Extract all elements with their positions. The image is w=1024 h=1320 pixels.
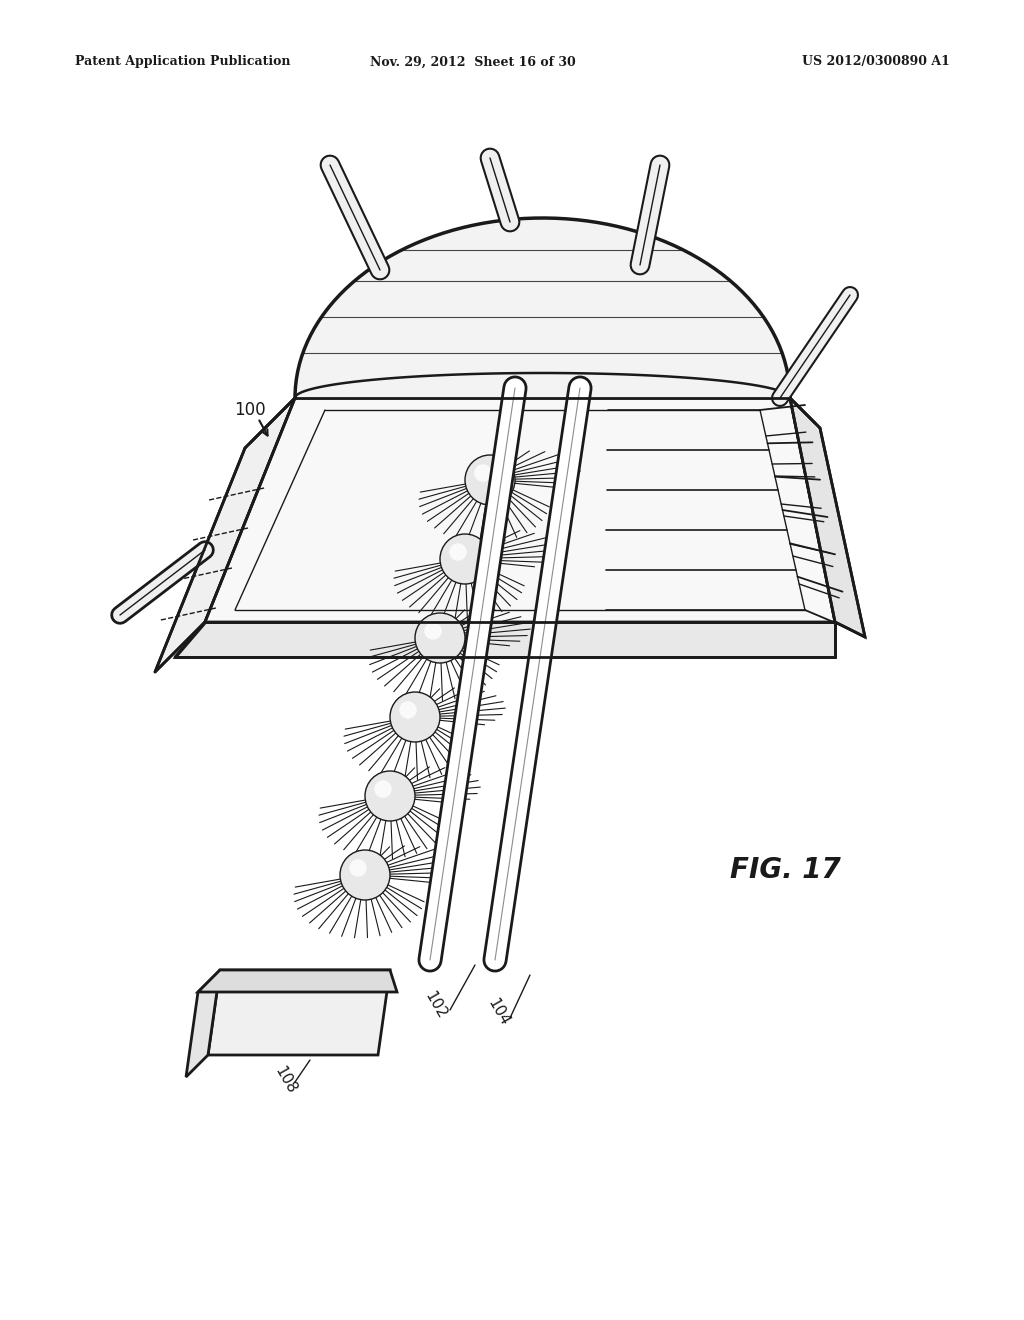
Circle shape [399,701,417,719]
Polygon shape [198,970,397,993]
Circle shape [374,780,392,797]
Text: US 2012/0300890 A1: US 2012/0300890 A1 [802,55,950,69]
Circle shape [450,544,467,561]
Circle shape [349,859,367,876]
Circle shape [424,622,441,640]
Text: 108: 108 [271,1064,299,1096]
Circle shape [440,535,490,583]
Text: 100: 100 [234,401,266,418]
Text: Nov. 29, 2012  Sheet 16 of 30: Nov. 29, 2012 Sheet 16 of 30 [370,55,575,69]
Polygon shape [790,399,865,638]
Polygon shape [208,970,390,1055]
Text: FIG. 17: FIG. 17 [730,855,841,884]
Polygon shape [186,970,220,1077]
Text: 104: 104 [484,995,512,1028]
Text: Patent Application Publication: Patent Application Publication [75,55,291,69]
Circle shape [474,465,492,482]
Circle shape [365,771,415,821]
Circle shape [390,692,440,742]
Circle shape [340,850,390,900]
Polygon shape [175,622,835,657]
Polygon shape [205,399,835,622]
Circle shape [465,455,515,506]
Polygon shape [155,399,295,672]
Polygon shape [295,218,790,399]
Circle shape [415,612,465,663]
Text: 102: 102 [421,989,449,1022]
